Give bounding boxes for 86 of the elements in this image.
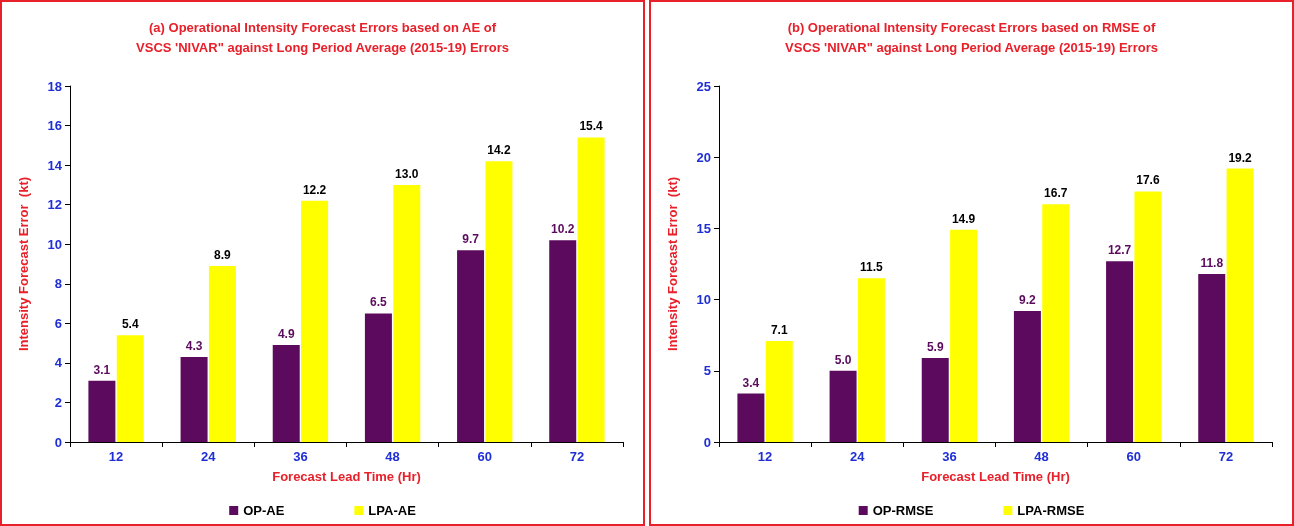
data-label: 5.0: [834, 352, 852, 367]
x-axis-title: Forecast Lead Time (Hr): [921, 469, 1070, 484]
data-label: 11.5: [860, 260, 884, 275]
data-label: 9.2: [1019, 292, 1037, 307]
bar: [829, 370, 857, 442]
data-label: 14.9: [951, 211, 976, 226]
x-tick-label: 24: [201, 449, 217, 464]
y-tick-label: 20: [696, 149, 711, 165]
data-label: 6.5: [370, 295, 388, 310]
data-label: 16.7: [1044, 186, 1068, 201]
bar: [1198, 273, 1226, 442]
legend-label: OP-RMSE: [872, 503, 934, 518]
y-tick-label: 0: [703, 434, 711, 450]
bar: [950, 229, 978, 442]
y-tick-label: 0: [54, 434, 62, 450]
y-tick-label: 14: [47, 157, 63, 173]
data-label: 5.4: [121, 317, 139, 332]
y-tick-label: 16: [47, 118, 62, 134]
x-tick-label: 48: [385, 449, 400, 464]
bar: [272, 345, 300, 442]
x-axis-title: Forecast Lead Time (Hr): [272, 469, 421, 484]
data-label: 4.9: [277, 327, 295, 342]
x-tick-label: 60: [1126, 449, 1141, 464]
x-tick-label: 60: [477, 449, 492, 464]
data-label: 10.2: [551, 222, 575, 237]
data-label: 4.3: [185, 338, 203, 353]
y-tick-label: 5: [703, 363, 711, 379]
legend-label: LPA-AE: [368, 503, 417, 518]
data-label: 11.8: [1200, 255, 1224, 270]
bar: [364, 313, 392, 442]
bar: [393, 184, 421, 442]
data-label: 3.1: [93, 362, 111, 377]
data-label: 17.6: [1136, 173, 1160, 188]
data-label: 13.0: [395, 166, 419, 181]
data-label: 14.2: [487, 143, 511, 158]
bar: [301, 200, 329, 442]
y-axis-title: Intensity Forecast Error (kt): [665, 176, 680, 352]
bar: [88, 380, 116, 442]
data-label: 7.1: [770, 322, 788, 337]
chart-title: (b) Operational Intensity Forecast Errors based on RMSE of VSCS 'NIVAR" against Long Period Average (2015-19) Errors: [785, 19, 1158, 55]
bar: [549, 240, 577, 442]
bar: [457, 250, 485, 442]
bar: [116, 335, 144, 442]
chart-title: (a) Operational Intensity Forecast Errors based on AE of VSCS 'NIVAR" against Long Period Average (2015-19) Errors: [136, 19, 509, 55]
y-tick-label: 4: [54, 355, 63, 371]
data-label: 3.4: [742, 375, 760, 390]
y-tick-label: 2: [54, 394, 62, 410]
data-label: 8.9: [214, 247, 232, 262]
data-label: 9.7: [462, 232, 480, 247]
x-tick-label: 72: [569, 449, 585, 464]
x-tick-label: 12: [108, 449, 124, 464]
bar: [1013, 310, 1041, 442]
bar: [180, 356, 208, 442]
y-axis-title: Intensity Forecast Error (kt): [16, 176, 31, 352]
bar: [765, 340, 793, 442]
y-tick-label: 8: [54, 276, 62, 292]
x-tick-label: 72: [1218, 449, 1234, 464]
data-label: 15.4: [579, 119, 604, 134]
bar: [1134, 191, 1162, 442]
bar: [1042, 204, 1070, 442]
bar: [208, 265, 236, 442]
data-label: 5.9: [926, 339, 944, 354]
y-tick-label: 6: [54, 315, 62, 331]
data-label: 12.2: [302, 182, 327, 197]
bar: [857, 278, 885, 442]
x-tick-label: 12: [757, 449, 773, 464]
y-tick-label: 10: [696, 292, 711, 308]
y-tick-label: 12: [47, 197, 62, 213]
x-tick-label: 48: [1034, 449, 1049, 464]
y-tick-label: 25: [696, 78, 711, 94]
y-tick-label: 15: [696, 220, 711, 236]
x-tick-label: 24: [850, 449, 866, 464]
bar: [577, 137, 605, 442]
y-tick-label: 18: [47, 78, 62, 94]
bar: [1226, 168, 1254, 442]
x-tick-label: 36: [942, 449, 957, 464]
bar: [1106, 261, 1134, 442]
legend-label: OP-AE: [243, 503, 285, 518]
data-label: 12.7: [1107, 243, 1132, 258]
y-tick-label: 10: [47, 236, 62, 252]
x-tick-label: 36: [293, 449, 308, 464]
bar: [485, 161, 513, 442]
data-label: 19.2: [1228, 150, 1253, 165]
bar: [921, 357, 949, 442]
bar: [737, 393, 765, 442]
legend-label: LPA-RMSE: [1017, 503, 1085, 518]
